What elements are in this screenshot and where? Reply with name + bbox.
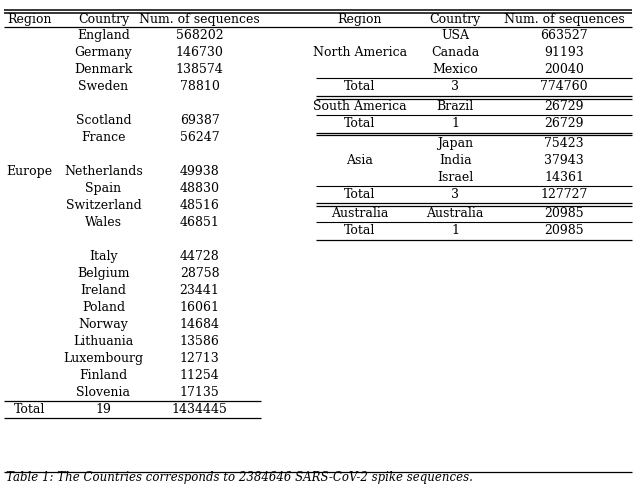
Text: 37943: 37943: [544, 154, 584, 166]
Text: Netherlands: Netherlands: [64, 165, 143, 178]
Text: Spain: Spain: [85, 182, 122, 195]
Text: 48516: 48516: [180, 199, 220, 212]
Text: Country: Country: [429, 13, 481, 26]
Text: 20985: 20985: [544, 224, 584, 238]
Text: France: France: [81, 131, 125, 144]
Text: Region: Region: [7, 13, 51, 26]
Text: 56247: 56247: [180, 131, 220, 144]
Text: 12713: 12713: [180, 352, 220, 365]
Text: 49938: 49938: [180, 165, 220, 178]
Text: Total: Total: [344, 80, 376, 93]
Text: Switzerland: Switzerland: [65, 199, 141, 212]
Text: 13586: 13586: [180, 335, 220, 348]
Text: 44728: 44728: [180, 250, 220, 263]
Text: 20985: 20985: [544, 207, 584, 220]
Text: Australia: Australia: [426, 207, 484, 220]
Text: 568202: 568202: [176, 29, 223, 42]
Text: 11254: 11254: [180, 369, 220, 382]
Text: Europe: Europe: [6, 165, 52, 178]
Text: 91193: 91193: [544, 46, 584, 59]
Text: Num. of sequences: Num. of sequences: [504, 13, 625, 26]
Text: 663527: 663527: [540, 29, 588, 42]
Text: 20040: 20040: [544, 63, 584, 76]
Text: 23441: 23441: [180, 284, 220, 297]
Text: Total: Total: [344, 117, 376, 130]
Text: 19: 19: [95, 403, 111, 416]
Text: India: India: [439, 154, 472, 166]
Text: USA: USA: [441, 29, 469, 42]
Text: Italy: Italy: [89, 250, 118, 263]
Text: 69387: 69387: [180, 114, 220, 127]
Text: Norway: Norway: [79, 318, 129, 331]
Text: Table 1: The Countries corresponds to 2384646 SARS-CoV-2 spike sequences.: Table 1: The Countries corresponds to 23…: [6, 471, 473, 484]
Text: 146730: 146730: [175, 46, 223, 59]
Text: 14361: 14361: [544, 170, 584, 184]
Text: 3: 3: [451, 80, 459, 93]
Text: 14684: 14684: [179, 318, 220, 331]
Text: 26729: 26729: [545, 117, 584, 130]
Text: Total: Total: [344, 224, 376, 238]
Text: Japan: Japan: [437, 137, 473, 150]
Text: Asia: Asia: [347, 154, 374, 166]
Text: North America: North America: [313, 46, 407, 59]
Text: Luxembourg: Luxembourg: [63, 352, 143, 365]
Text: Country: Country: [78, 13, 129, 26]
Text: Canada: Canada: [431, 46, 479, 59]
Text: Sweden: Sweden: [78, 80, 129, 93]
Text: 78810: 78810: [180, 80, 220, 93]
Text: 16061: 16061: [179, 301, 220, 314]
Text: Brazil: Brazil: [436, 100, 474, 113]
Text: Mexico: Mexico: [432, 63, 478, 76]
Text: Slovenia: Slovenia: [76, 386, 131, 399]
Text: Australia: Australia: [332, 207, 388, 220]
Text: 3: 3: [451, 188, 459, 201]
Text: 138574: 138574: [175, 63, 223, 76]
Text: 774760: 774760: [540, 80, 588, 93]
Text: Finland: Finland: [79, 369, 127, 382]
Text: Total: Total: [344, 188, 376, 201]
Text: 1: 1: [451, 117, 459, 130]
Text: Israel: Israel: [437, 170, 473, 184]
Text: Poland: Poland: [82, 301, 125, 314]
Text: 1: 1: [451, 224, 459, 238]
Text: Lithuania: Lithuania: [74, 335, 134, 348]
Text: 75423: 75423: [544, 137, 584, 150]
Text: 26729: 26729: [545, 100, 584, 113]
Text: Scotland: Scotland: [76, 114, 131, 127]
Text: 127727: 127727: [540, 188, 588, 201]
Text: Wales: Wales: [85, 216, 122, 229]
Text: 46851: 46851: [180, 216, 220, 229]
Text: England: England: [77, 29, 130, 42]
Text: 28758: 28758: [180, 267, 220, 280]
Text: 17135: 17135: [180, 386, 220, 399]
Text: Ireland: Ireland: [81, 284, 127, 297]
Text: 1434445: 1434445: [172, 403, 227, 416]
Text: Belgium: Belgium: [77, 267, 130, 280]
Text: Germany: Germany: [74, 46, 132, 59]
Text: 48830: 48830: [179, 182, 220, 195]
Text: Denmark: Denmark: [74, 63, 132, 76]
Text: South America: South America: [313, 100, 407, 113]
Text: Region: Region: [338, 13, 382, 26]
Text: Total: Total: [13, 403, 45, 416]
Text: Num. of sequences: Num. of sequences: [139, 13, 260, 26]
